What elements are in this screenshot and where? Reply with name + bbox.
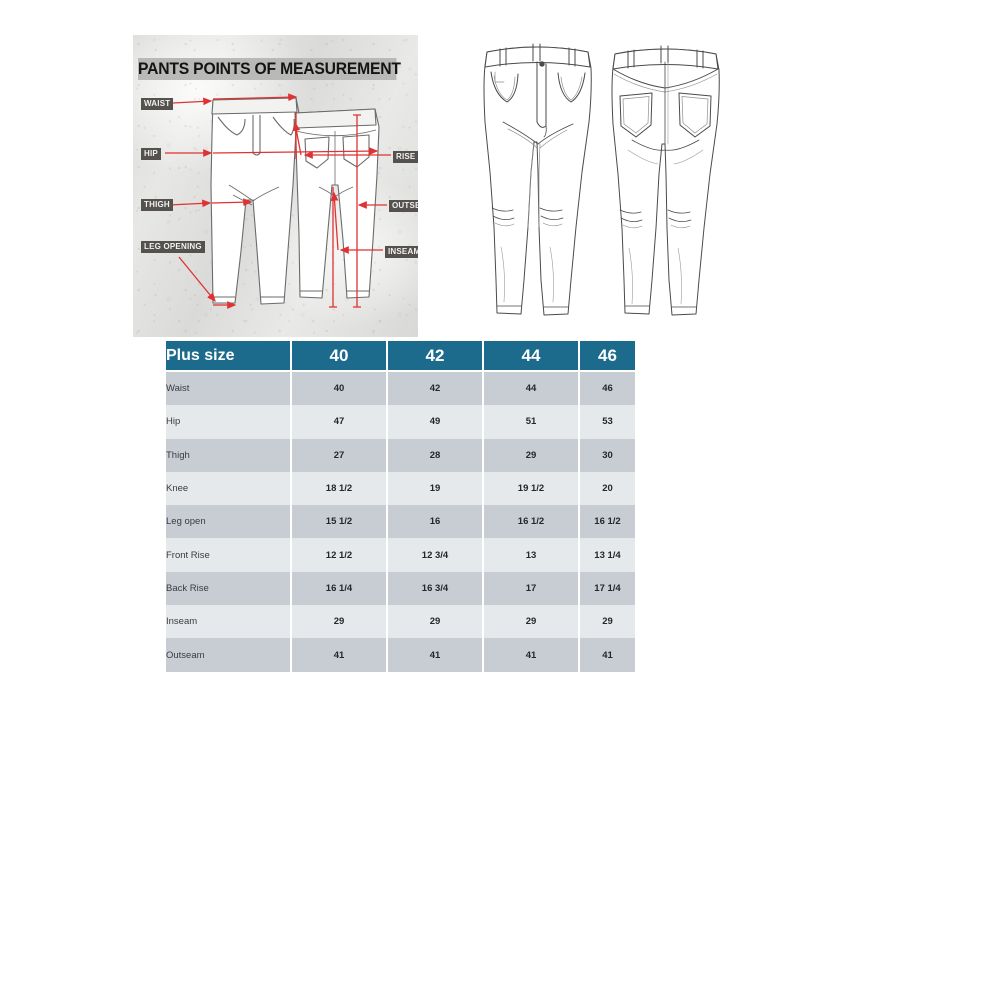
cell-leg-open-42: 16 xyxy=(387,505,484,539)
cell-inseam-44: 29 xyxy=(483,605,580,639)
measurement-annotation-arrows xyxy=(165,93,391,309)
cell-knee-42: 19 xyxy=(387,471,484,506)
cell-outseam-46: 41 xyxy=(579,638,635,672)
cell-hip-40: 47 xyxy=(291,405,388,439)
header-size-46: 46 xyxy=(579,341,635,372)
table-row: Thigh 27 28 29 30 xyxy=(166,438,635,472)
table-row: Back Rise 16 1/4 16 3/4 17 17 1/4 xyxy=(166,571,635,606)
diagram-title: PANTS POINTS OF MEASUREMENT xyxy=(138,58,401,80)
plus-size-measurement-table: Plus size 40 42 44 46 Waist 40 42 44 46 … xyxy=(166,341,635,672)
cell-front-rise-46: 13 1/4 xyxy=(579,538,635,572)
row-label-inseam: Inseam xyxy=(166,605,292,639)
cell-thigh-46: 30 xyxy=(579,438,635,472)
jeans-front-technical-flat xyxy=(483,43,592,316)
row-label-hip: Hip xyxy=(166,405,292,439)
cell-waist-44: 44 xyxy=(483,371,580,406)
cell-thigh-42: 28 xyxy=(387,438,484,472)
label-waist: WAIST xyxy=(141,98,174,110)
cell-leg-open-44: 16 1/2 xyxy=(483,505,580,539)
cell-knee-40: 18 1/2 xyxy=(291,471,388,506)
row-label-back-rise: Back Rise xyxy=(166,571,292,606)
table-header-row: Plus size 40 42 44 46 xyxy=(166,341,635,372)
row-label-outseam: Outseam xyxy=(166,638,292,672)
cell-knee-44: 19 1/2 xyxy=(483,471,580,506)
cell-leg-open-40: 15 1/2 xyxy=(291,505,388,539)
header-plus-size: Plus size xyxy=(166,341,292,372)
cell-hip-46: 53 xyxy=(579,405,635,439)
table-row: Leg open 15 1/2 16 16 1/2 16 1/2 xyxy=(166,505,635,539)
cell-waist-42: 42 xyxy=(387,371,484,406)
table-row: Waist 40 42 44 46 xyxy=(166,371,635,406)
cell-knee-46: 20 xyxy=(579,471,635,506)
cell-inseam-46: 29 xyxy=(579,605,635,639)
cell-inseam-40: 29 xyxy=(291,605,388,639)
cell-front-rise-42: 12 3/4 xyxy=(387,538,484,572)
table-row: Front Rise 12 1/2 12 3/4 13 13 1/4 xyxy=(166,538,635,572)
table-row: Hip 47 49 51 53 xyxy=(166,405,635,439)
label-thigh: THIGH xyxy=(141,199,173,211)
table-row: Outseam 41 41 41 41 xyxy=(166,638,635,672)
cell-outseam-44: 41 xyxy=(483,638,580,672)
label-hip: HIP xyxy=(141,148,161,160)
cell-hip-42: 49 xyxy=(387,405,484,439)
row-label-knee: Knee xyxy=(166,471,292,506)
table-row: Inseam 29 29 29 29 xyxy=(166,605,635,639)
label-leg-opening: LEG OPENING xyxy=(141,241,205,253)
cell-front-rise-40: 12 1/2 xyxy=(291,538,388,572)
cell-inseam-42: 29 xyxy=(387,605,484,639)
cell-waist-46: 46 xyxy=(579,371,635,406)
diagram-pants-sketch xyxy=(210,97,380,305)
cell-thigh-44: 29 xyxy=(483,438,580,472)
label-outseam: OUTSEAM xyxy=(389,200,418,212)
label-inseam: INSEAM xyxy=(385,246,418,258)
cell-leg-open-46: 16 1/2 xyxy=(579,505,635,539)
header-size-42: 42 xyxy=(387,341,484,372)
cell-thigh-40: 27 xyxy=(291,438,388,472)
cell-outseam-42: 41 xyxy=(387,638,484,672)
row-label-leg-open: Leg open xyxy=(166,505,292,539)
cell-front-rise-44: 13 xyxy=(483,538,580,572)
table-row: Knee 18 1/2 19 19 1/2 20 xyxy=(166,471,635,506)
cell-back-rise-42: 16 3/4 xyxy=(387,571,484,606)
cell-waist-40: 40 xyxy=(291,371,388,406)
row-label-waist: Waist xyxy=(166,371,292,406)
header-size-40: 40 xyxy=(291,341,388,372)
pants-measurement-diagram: PANTS POINTS OF MEASUREMENT xyxy=(133,35,418,337)
cell-back-rise-46: 17 1/4 xyxy=(579,571,635,606)
cell-back-rise-44: 17 xyxy=(483,571,580,606)
jeans-back-technical-flat xyxy=(611,45,720,316)
cell-hip-44: 51 xyxy=(483,405,580,439)
row-label-thigh: Thigh xyxy=(166,438,292,472)
cell-back-rise-40: 16 1/4 xyxy=(291,571,388,606)
row-label-front-rise: Front Rise xyxy=(166,538,292,572)
cell-outseam-40: 41 xyxy=(291,638,388,672)
label-rise: RISE xyxy=(393,151,418,163)
header-size-44: 44 xyxy=(483,341,580,372)
